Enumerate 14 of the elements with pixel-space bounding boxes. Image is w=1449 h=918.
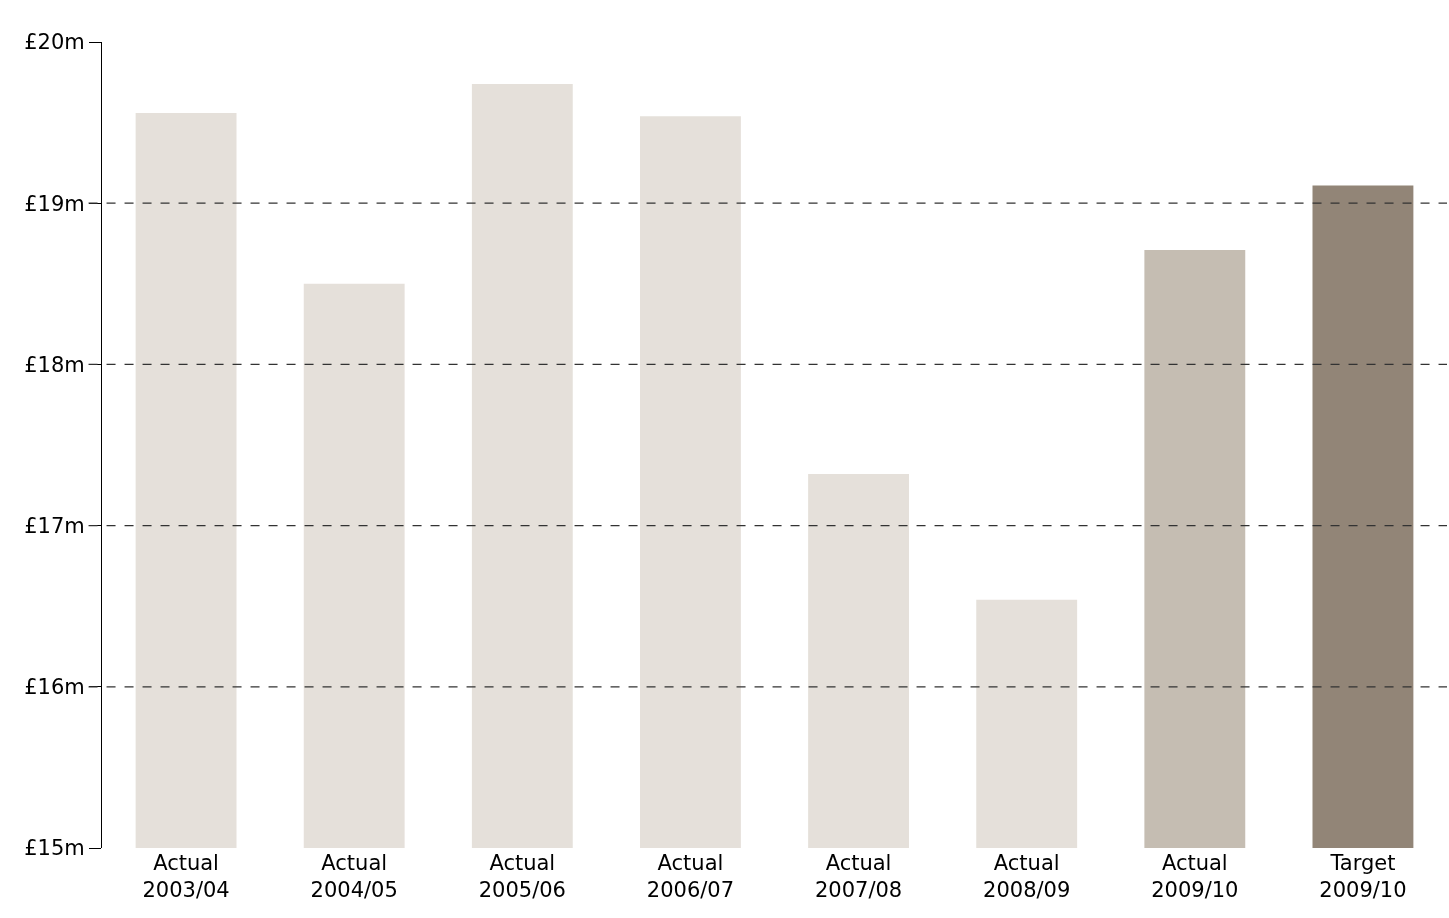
y-tick-label: £15m [24,836,85,861]
x-tick-label: Actual 2006/07 [646,851,735,903]
x-tick-label: Actual 2005/06 [478,851,566,903]
x-tick-label: Actual 2007/08 [814,851,903,903]
x-tick-label: Actual 2008/09 [983,851,1071,903]
y-tick-label: £19m [24,191,85,216]
y-tick-label: £17m [24,513,85,538]
x-tick-label: Actual 2004/05 [310,851,398,903]
x-tick-label: Target 2009/10 [1319,851,1407,903]
x-tick-label: Actual 2003/04 [142,851,230,903]
x-tick-label: Actual 2009/10 [1151,851,1239,903]
y-tick-label: £20m [24,30,85,55]
y-tick-label: £16m [24,675,85,700]
y-tick-label: £18m [24,352,85,377]
